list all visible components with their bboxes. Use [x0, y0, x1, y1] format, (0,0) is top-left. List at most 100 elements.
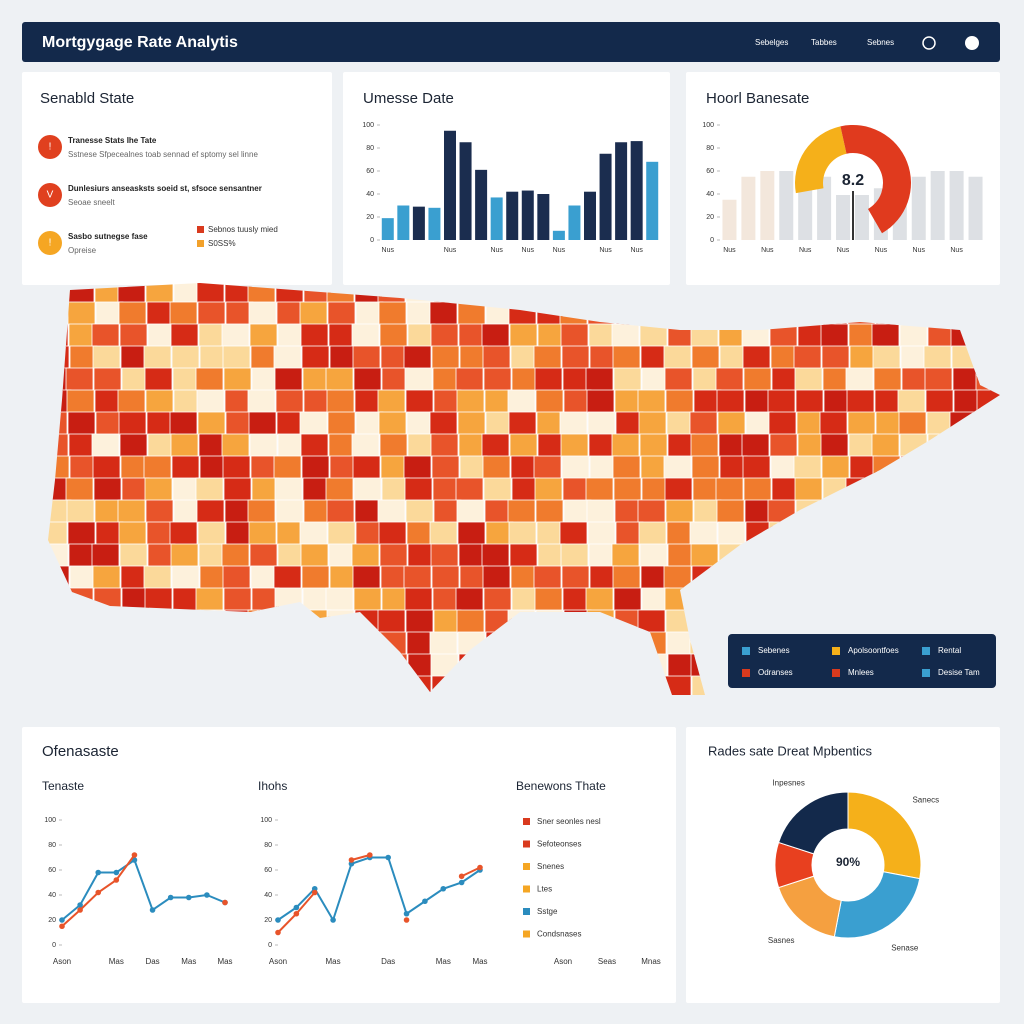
- map-region: [481, 323, 510, 348]
- map-region: [48, 411, 68, 436]
- x-tick-label: Nus: [723, 247, 736, 254]
- map-region: [978, 543, 1000, 568]
- chart-title: Ihohs: [258, 779, 287, 793]
- point: [385, 854, 391, 861]
- donut-slice: [833, 871, 921, 939]
- bar: [552, 230, 565, 240]
- legend-label: Sefoteonses: [537, 840, 581, 849]
- donut-slice: [847, 791, 922, 880]
- map-region: [613, 587, 642, 612]
- map-region: [821, 455, 850, 480]
- map-region: [663, 345, 692, 370]
- map-region: [952, 477, 981, 502]
- map-region: [197, 411, 226, 436]
- map-region: [67, 521, 96, 546]
- map-region: [93, 367, 122, 392]
- map-region: [351, 653, 380, 678]
- map-region: [380, 675, 409, 695]
- map-region: [797, 543, 826, 568]
- map-region: [456, 499, 485, 524]
- map-region: [743, 477, 772, 502]
- map-region: [403, 345, 432, 370]
- map-region: [560, 653, 589, 678]
- map-region: [949, 411, 978, 436]
- map-region: [379, 433, 408, 458]
- map-region: [924, 477, 953, 502]
- legend-swatch: [832, 669, 840, 677]
- map-region: [1002, 544, 1024, 567]
- y-tick-label: 60: [264, 867, 272, 874]
- user-icon[interactable]: [965, 36, 979, 50]
- x-tick-label: Mnas: [641, 957, 661, 966]
- nav-item[interactable]: Sebnes: [867, 38, 894, 47]
- map-region: [273, 565, 302, 590]
- map-region: [951, 345, 980, 370]
- map-region: [926, 301, 955, 326]
- map-region: [403, 455, 432, 480]
- map-region: [275, 698, 302, 721]
- map-region: [691, 565, 720, 590]
- map-region: [195, 367, 224, 392]
- y-tick-label: 80: [706, 145, 714, 152]
- map-region: [560, 433, 589, 458]
- y-tick-label: 60: [48, 867, 56, 874]
- map-region: [534, 587, 563, 612]
- map-region: [93, 477, 122, 502]
- map-region: [793, 455, 822, 480]
- map-region: [119, 433, 148, 458]
- legend-label: Sebenes: [758, 646, 790, 655]
- map-region: [845, 367, 874, 392]
- bg-bar: [798, 176, 813, 240]
- map-region: [509, 543, 538, 568]
- map-region: [433, 698, 460, 721]
- map-region: [482, 345, 511, 370]
- x-tick-label: Nus: [490, 247, 503, 254]
- x-tick-label: Mas: [326, 957, 341, 966]
- y-tick-label: 100: [44, 817, 56, 824]
- map-region: [276, 631, 305, 656]
- nav-item[interactable]: Sebelges: [755, 38, 788, 47]
- map-region: [820, 323, 849, 348]
- map-region: [95, 631, 124, 656]
- map-region: [1004, 478, 1024, 501]
- map-region: [482, 455, 511, 480]
- map-region: [535, 698, 562, 721]
- nav-item[interactable]: Tabbes: [811, 38, 837, 47]
- map-region: [221, 323, 250, 348]
- map-region: [507, 389, 536, 414]
- map-region: [587, 521, 616, 546]
- map-region: [559, 301, 588, 326]
- point: [403, 917, 410, 923]
- map-region: [559, 411, 588, 436]
- bar: [568, 205, 581, 240]
- map-region: [224, 609, 253, 634]
- map-region: [221, 433, 250, 458]
- tag-label: S0SS%: [208, 239, 236, 248]
- x-tick-label: Ason: [53, 957, 71, 966]
- legend-label: Apolsoontfoes: [848, 646, 899, 655]
- map-region: [1003, 676, 1024, 699]
- map-region: [351, 433, 380, 458]
- x-tick-label: Nus: [799, 247, 812, 254]
- map-region: [483, 477, 512, 502]
- map-region: [403, 565, 432, 590]
- map-region: [484, 698, 511, 721]
- settings-icon[interactable]: [922, 36, 936, 50]
- x-tick-label: Nus: [837, 247, 850, 254]
- map-region: [144, 477, 173, 502]
- map-region: [1002, 324, 1024, 347]
- map-region: [405, 698, 432, 721]
- map-region: [222, 675, 251, 695]
- map-region: [871, 433, 900, 458]
- map-region: [169, 521, 198, 546]
- map-region: [196, 389, 225, 414]
- map-region: [48, 323, 69, 348]
- map-region: [247, 389, 276, 414]
- map-region: [171, 345, 200, 370]
- map-region: [637, 499, 666, 524]
- point: [330, 917, 336, 923]
- map-region: [899, 323, 928, 348]
- map-region: [611, 543, 640, 568]
- map-region: [718, 543, 747, 568]
- point: [293, 910, 300, 917]
